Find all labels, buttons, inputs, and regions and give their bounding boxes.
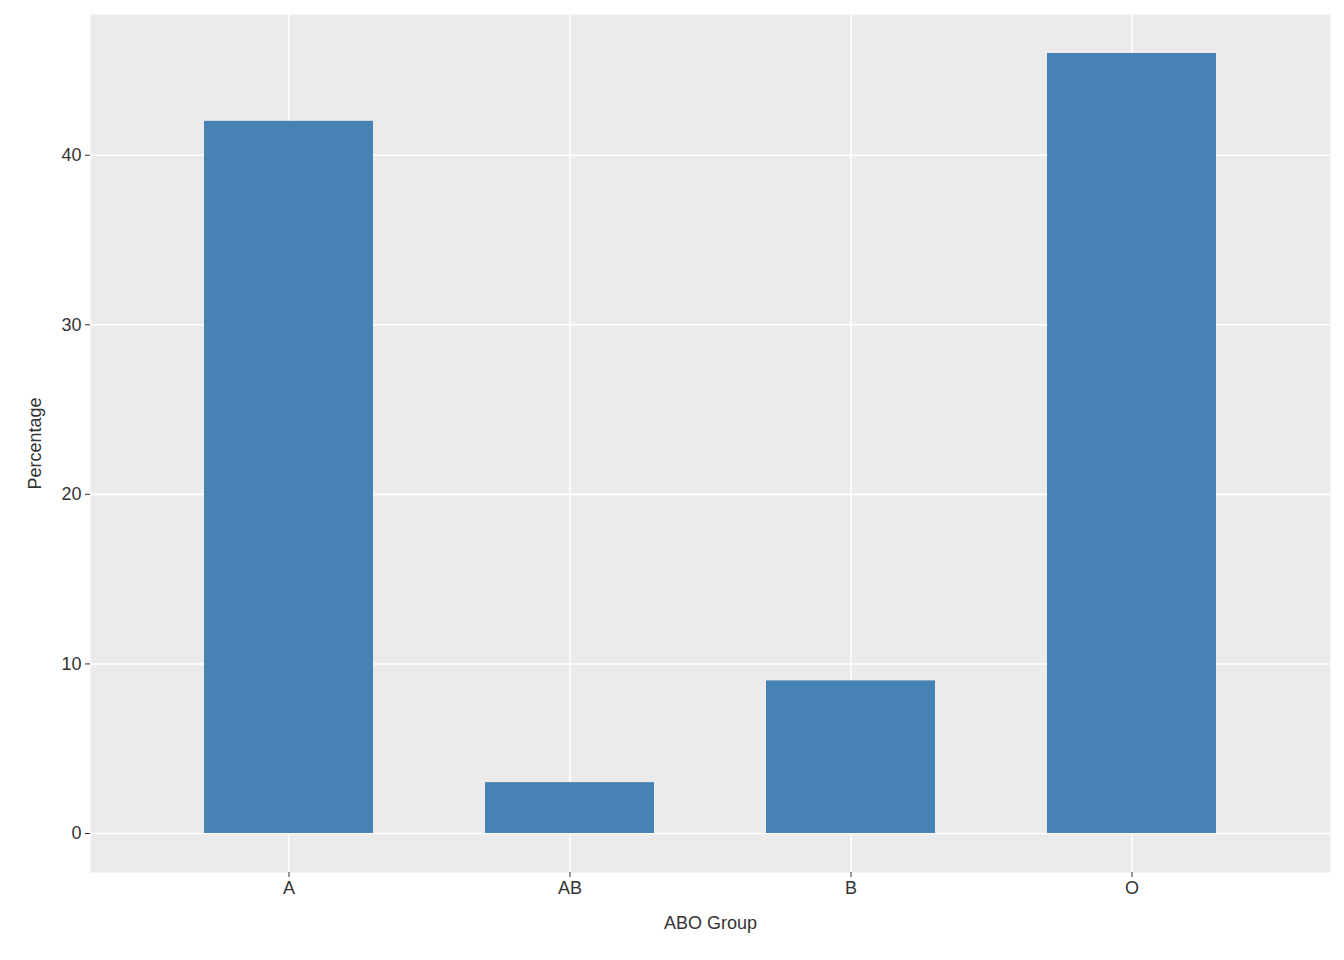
svg-text:30: 30	[61, 315, 81, 335]
svg-text:Percentage: Percentage	[25, 397, 45, 489]
svg-text:0: 0	[71, 823, 81, 843]
svg-text:B: B	[845, 878, 857, 898]
svg-text:20: 20	[61, 484, 81, 504]
svg-text:ABO Group: ABO Group	[664, 913, 757, 933]
svg-text:AB: AB	[558, 878, 582, 898]
svg-text:O: O	[1125, 878, 1139, 898]
svg-text:40: 40	[61, 145, 81, 165]
svg-text:A: A	[283, 878, 295, 898]
svg-text:10: 10	[61, 654, 81, 674]
